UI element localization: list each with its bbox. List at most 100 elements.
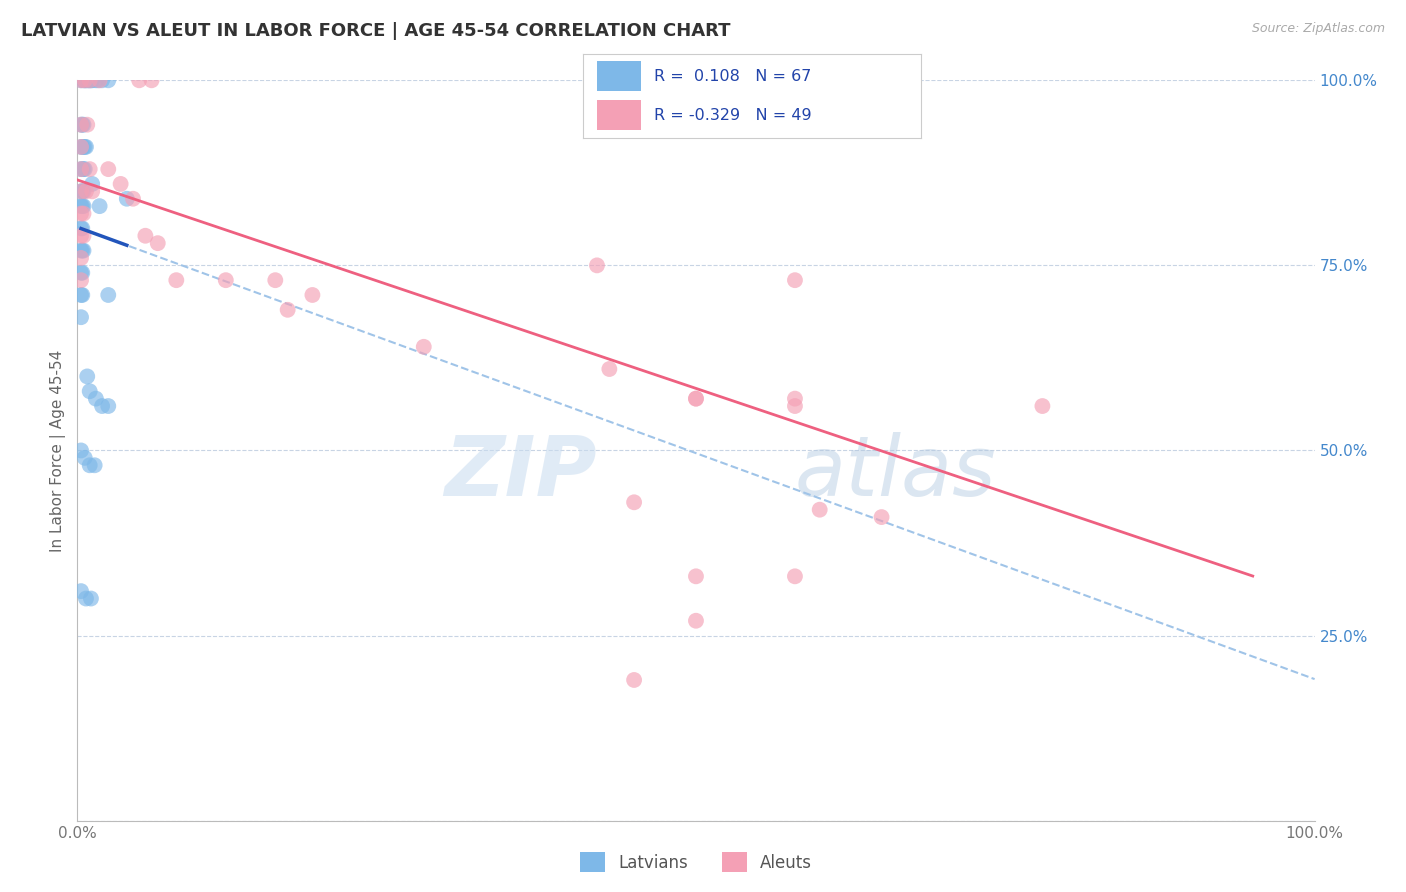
Text: LATVIAN VS ALEUT IN LABOR FORCE | AGE 45-54 CORRELATION CHART: LATVIAN VS ALEUT IN LABOR FORCE | AGE 45…	[21, 22, 731, 40]
Point	[70, 288, 93, 302]
Legend: Latvians, Aleuts: Latvians, Aleuts	[574, 846, 818, 879]
Point	[79, 458, 101, 473]
Point	[134, 228, 156, 243]
Point	[97, 73, 120, 87]
Point	[89, 73, 111, 87]
Point	[110, 177, 132, 191]
Point	[264, 273, 287, 287]
Point	[79, 384, 101, 399]
Point	[91, 73, 114, 87]
Point	[82, 185, 104, 199]
Point	[808, 502, 831, 516]
Point	[73, 73, 96, 87]
Point	[75, 140, 97, 154]
Point	[70, 273, 93, 287]
Point	[75, 73, 97, 87]
Point	[97, 399, 120, 413]
Point	[72, 206, 94, 220]
Point	[97, 162, 120, 177]
FancyBboxPatch shape	[598, 100, 641, 130]
Point	[72, 73, 94, 87]
Point	[1031, 399, 1053, 413]
Point	[72, 140, 94, 154]
Point	[70, 73, 93, 87]
Point	[70, 140, 93, 154]
Point	[73, 162, 96, 177]
Point	[301, 288, 323, 302]
Point	[70, 221, 93, 235]
Point	[83, 458, 105, 473]
Point	[783, 273, 806, 287]
Point	[72, 140, 94, 154]
Point	[165, 273, 187, 287]
Point	[72, 266, 94, 280]
Point	[87, 73, 110, 87]
Point	[623, 495, 645, 509]
Point	[146, 236, 169, 251]
Point	[586, 259, 609, 273]
FancyBboxPatch shape	[598, 62, 641, 91]
Point	[79, 162, 101, 177]
Point	[70, 185, 93, 199]
Point	[870, 510, 893, 524]
Point	[91, 399, 114, 413]
Point	[70, 185, 93, 199]
Point	[72, 118, 94, 132]
Point	[783, 392, 806, 406]
Point	[70, 162, 93, 177]
Point	[685, 392, 707, 406]
Point	[277, 302, 299, 317]
Point	[70, 162, 93, 177]
Point	[72, 185, 94, 199]
Point	[75, 185, 97, 199]
Point	[76, 118, 98, 132]
Point	[70, 73, 93, 87]
Text: R = -0.329   N = 49: R = -0.329 N = 49	[654, 108, 813, 123]
Point	[72, 228, 94, 243]
Point	[70, 118, 93, 132]
Point	[412, 340, 434, 354]
Point	[598, 362, 620, 376]
Point	[72, 185, 94, 199]
Point	[76, 369, 98, 384]
Point	[72, 244, 94, 258]
Point	[783, 399, 806, 413]
Point	[70, 199, 93, 213]
Point	[70, 443, 93, 458]
Point	[73, 140, 96, 154]
Point	[70, 310, 93, 325]
Point	[70, 140, 93, 154]
Point	[79, 73, 101, 87]
Point	[70, 206, 93, 220]
Text: Source: ZipAtlas.com: Source: ZipAtlas.com	[1251, 22, 1385, 36]
Point	[72, 162, 94, 177]
Point	[72, 244, 94, 258]
Point	[115, 192, 138, 206]
Point	[73, 73, 96, 87]
Point	[82, 73, 104, 87]
Point	[80, 73, 103, 87]
Text: ZIP: ZIP	[444, 432, 598, 513]
Point	[84, 73, 107, 87]
Point	[685, 392, 707, 406]
Point	[72, 288, 94, 302]
Point	[70, 118, 93, 132]
Point	[76, 73, 98, 87]
Point	[72, 221, 94, 235]
Point	[70, 584, 93, 599]
Point	[845, 73, 868, 87]
Point	[772, 73, 794, 87]
Point	[783, 569, 806, 583]
Point	[685, 569, 707, 583]
Point	[80, 591, 103, 606]
Point	[97, 288, 120, 302]
Point	[73, 450, 96, 465]
Point	[72, 199, 94, 213]
Point	[70, 251, 93, 265]
Y-axis label: In Labor Force | Age 45-54: In Labor Force | Age 45-54	[51, 350, 66, 551]
Text: atlas: atlas	[794, 432, 997, 513]
Point	[89, 199, 111, 213]
Point	[72, 118, 94, 132]
Point	[70, 244, 93, 258]
Point	[685, 614, 707, 628]
